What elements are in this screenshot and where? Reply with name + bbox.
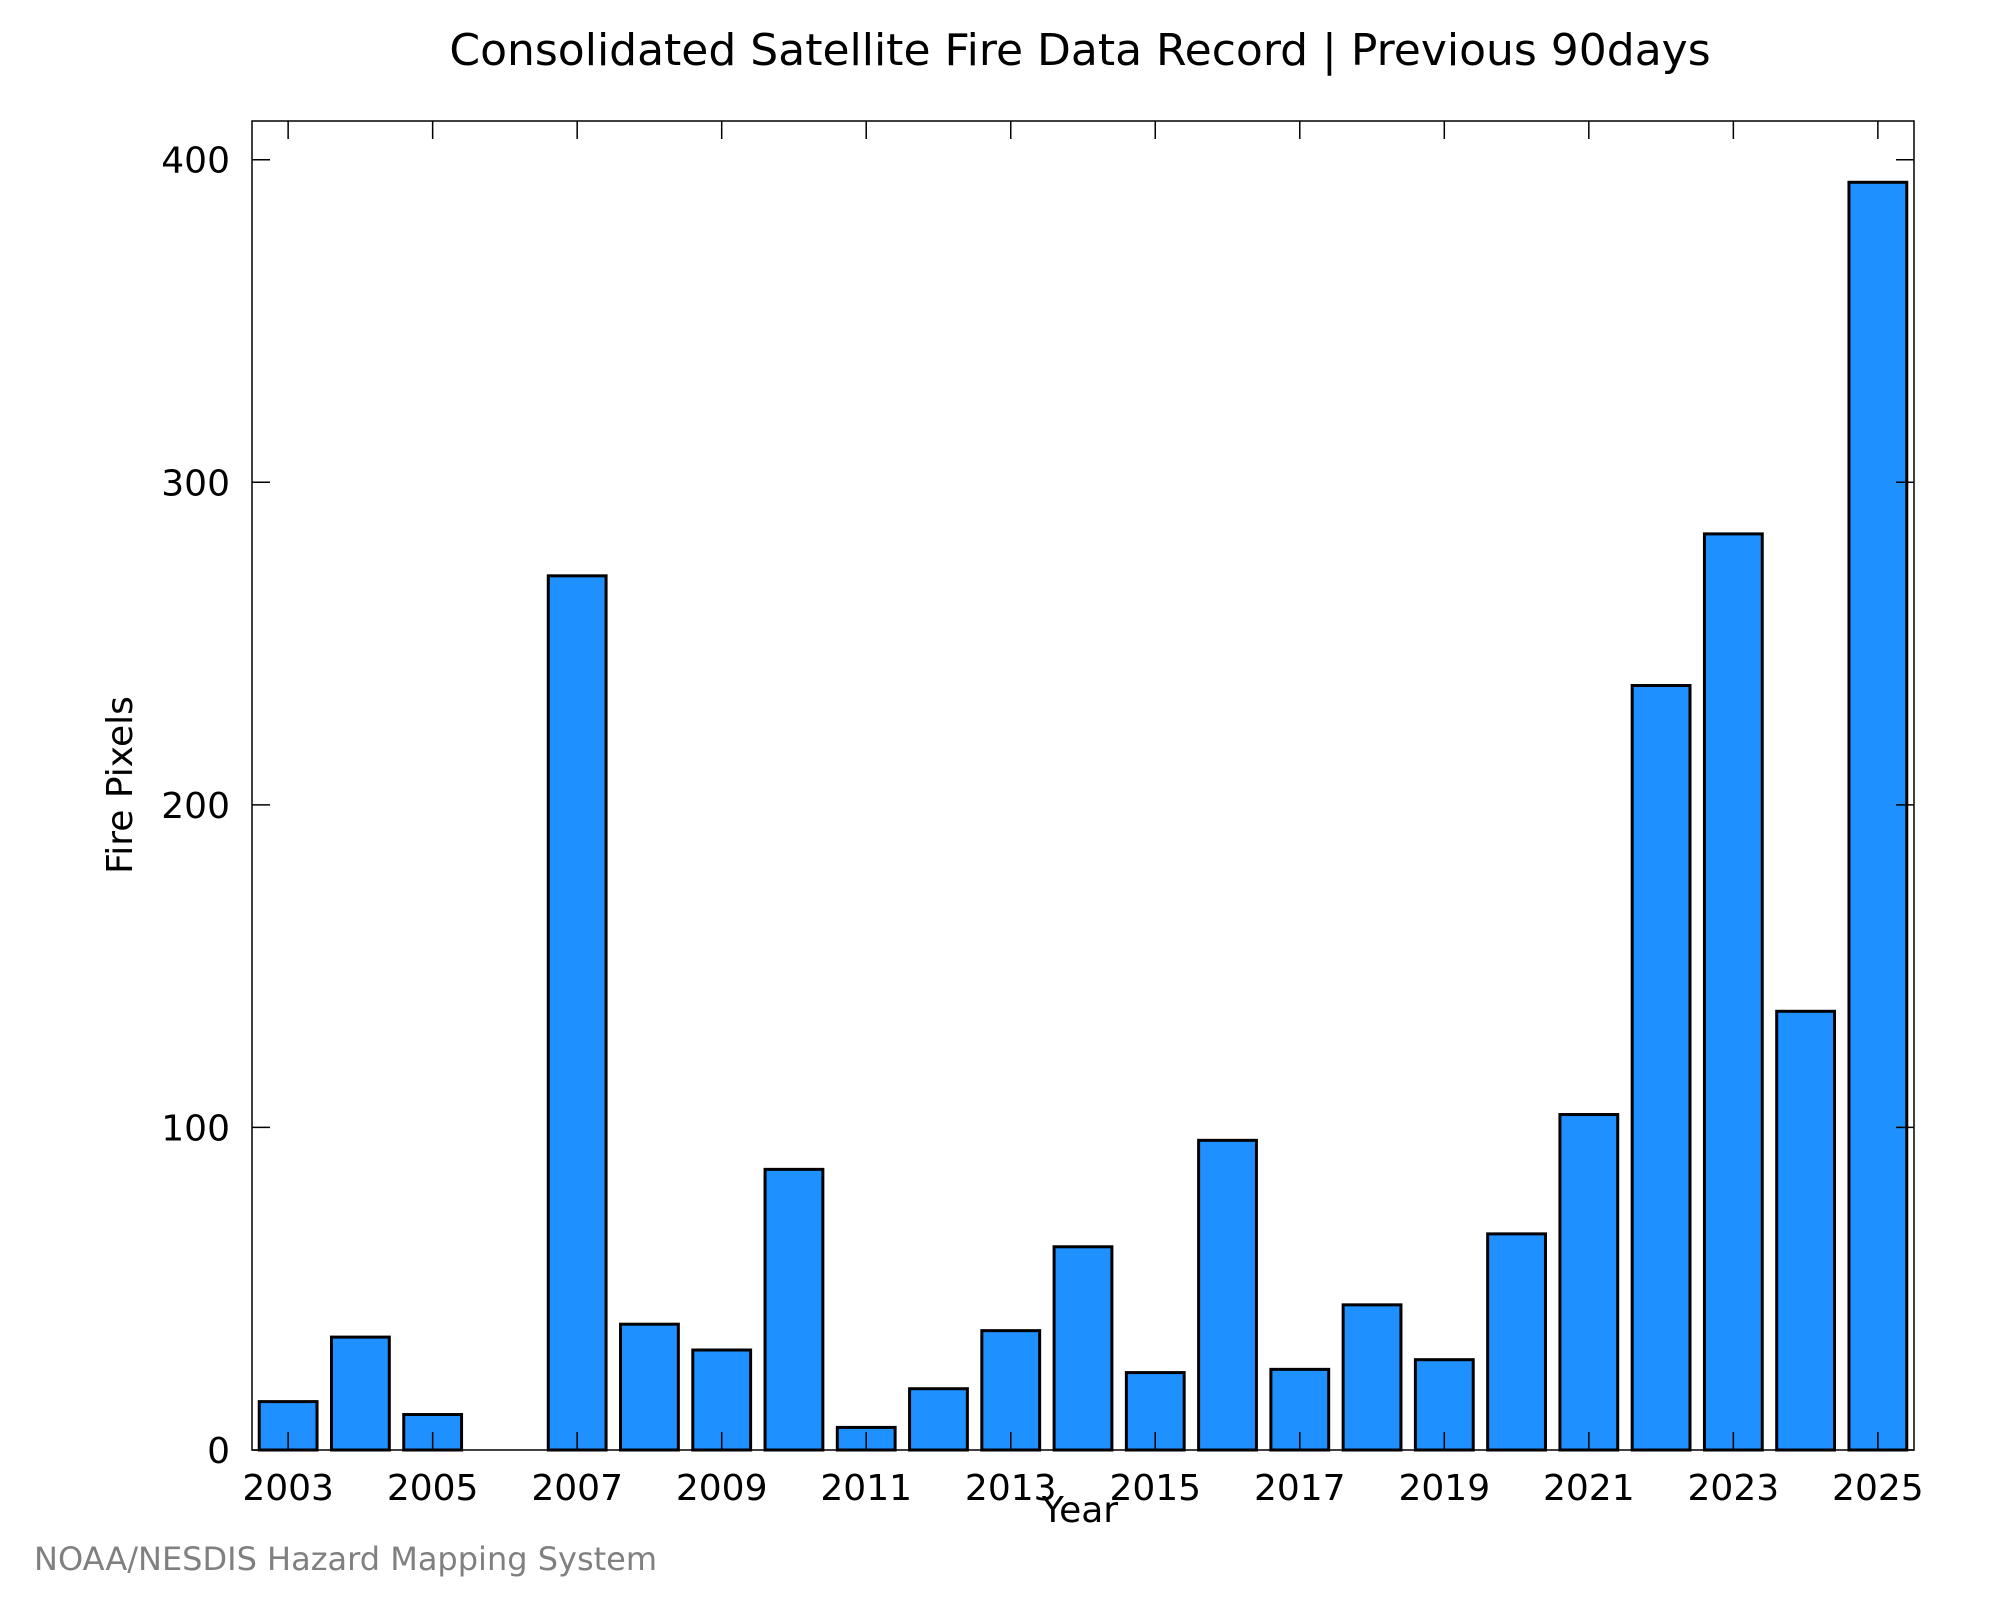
bar-2004: [329, 1335, 391, 1452]
x-tick-label-2021: 2021: [1543, 1468, 1635, 1509]
axes-group: 0 100 200 300 400 2003 2005 2007 2009 2011 2013 201…: [161, 120, 1924, 1509]
bar-2025: [1847, 180, 1909, 1452]
bar-2016: [1197, 1138, 1258, 1452]
y-tick-label-100: 100: [161, 1108, 230, 1149]
bar-2020: [1486, 1232, 1547, 1452]
x-tick-label-2023: 2023: [1688, 1468, 1780, 1509]
chart-title: Consolidated Satellite Fire Data Record …: [449, 25, 1710, 76]
bar-2018: [1341, 1303, 1403, 1452]
bar-2007: [546, 574, 608, 1452]
bar-2023: [1702, 532, 1764, 1452]
bars-group: [257, 180, 1909, 1452]
bar-2014: [1052, 1245, 1114, 1452]
x-tick-label-2019: 2019: [1398, 1468, 1490, 1509]
y-tick-label-400: 400: [161, 141, 230, 182]
y-tick-label-300: 300: [161, 463, 230, 504]
bar-2010: [763, 1167, 825, 1452]
plot-frame: [251, 120, 1915, 1451]
x-tick-label-2009: 2009: [676, 1468, 768, 1509]
y-tick-label-0: 0: [207, 1431, 230, 1472]
x-tick-label-2005: 2005: [387, 1468, 479, 1509]
x-tick-label-2025: 2025: [1832, 1468, 1924, 1509]
x-tick-label-2003: 2003: [242, 1468, 334, 1509]
y-tick-label-200: 200: [161, 786, 230, 827]
bar-2008: [619, 1322, 680, 1452]
x-tick-label-2017: 2017: [1254, 1468, 1346, 1509]
x-tick-label-2015: 2015: [1109, 1468, 1201, 1509]
bar-2021: [1558, 1113, 1620, 1452]
x-tick-label-2007: 2007: [531, 1468, 623, 1509]
bar-2012: [908, 1387, 969, 1452]
y-axis-label: Fire Pixels: [100, 696, 141, 874]
bar-2022: [1630, 684, 1692, 1452]
credit-text: NOAA/NESDIS Hazard Mapping System: [34, 1540, 658, 1578]
bar-2024: [1775, 1009, 1837, 1452]
x-tick-label-2013: 2013: [965, 1468, 1057, 1509]
x-axis-label: Year: [1041, 1490, 1118, 1531]
x-tick-label-2011: 2011: [820, 1468, 912, 1509]
